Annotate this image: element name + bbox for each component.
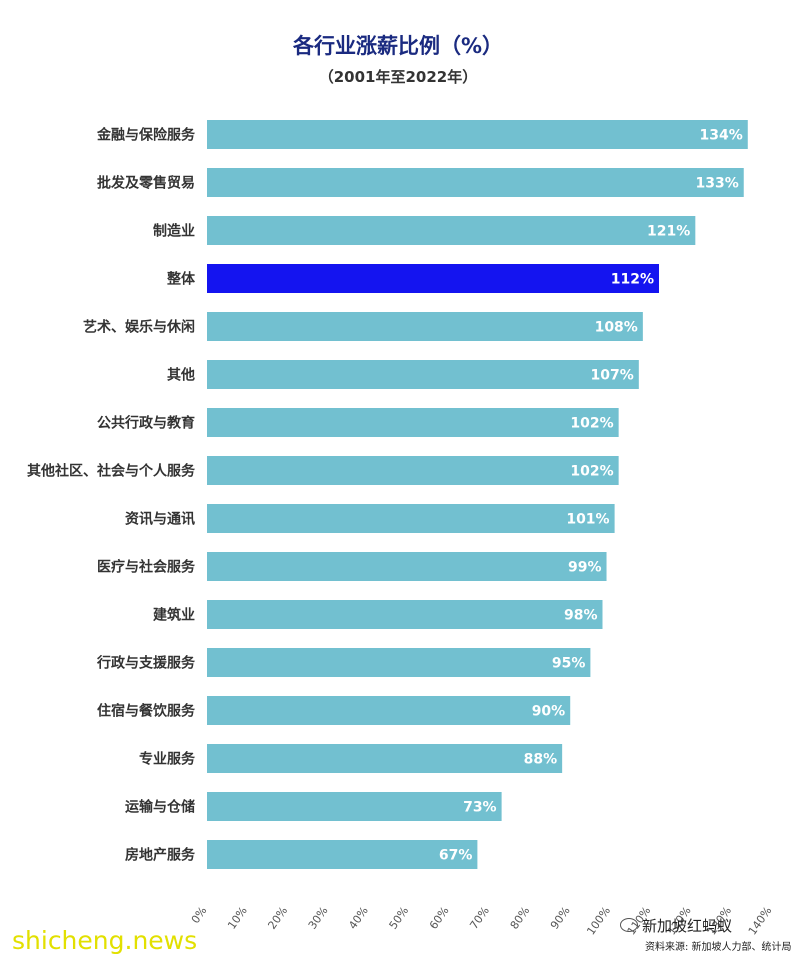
x-tick-label-5: 50%	[387, 904, 412, 931]
category-label-3: 整体	[166, 271, 196, 288]
value-label-4: 108%	[595, 320, 638, 336]
bar-9	[207, 552, 607, 581]
category-label-5: 其他	[167, 367, 195, 384]
category-label-8: 资讯与通讯	[125, 511, 195, 528]
x-tick-label-2: 20%	[265, 904, 290, 931]
bar-8	[207, 504, 615, 533]
bar-0	[207, 120, 748, 149]
x-tick-label-4: 40%	[346, 904, 371, 931]
bar-1	[207, 168, 744, 197]
bar-11	[207, 648, 591, 677]
value-label-3: 112%	[611, 272, 654, 288]
bar-13	[207, 744, 563, 773]
source-note: 资料来源: 新加坡人力部、统计局	[645, 942, 792, 953]
account-name: 新加坡红蚂蚁	[642, 917, 733, 935]
category-label-4: 艺术、娱乐与休闲	[83, 319, 195, 336]
bar-2	[207, 216, 696, 245]
category-label-13: 专业服务	[139, 751, 196, 768]
x-tick-label-1: 10%	[225, 904, 250, 931]
x-tick-label-6: 60%	[427, 904, 452, 931]
category-label-1: 批发及零售贸易	[97, 175, 195, 192]
x-tick-label-8: 80%	[508, 904, 533, 931]
account-watermark: 新加坡红蚂蚁	[620, 915, 732, 936]
value-label-9: 99%	[568, 560, 602, 576]
bar-3	[207, 264, 659, 293]
category-label-12: 住宿与餐饮服务	[97, 703, 196, 720]
value-label-15: 67%	[439, 848, 473, 864]
x-tick-label-9: 90%	[548, 904, 573, 931]
value-label-2: 121%	[647, 224, 690, 240]
bar-10	[207, 600, 603, 629]
value-label-11: 95%	[552, 656, 586, 672]
x-tick-label-3: 30%	[306, 904, 331, 931]
chart-subtitle: （2001年至2022年）	[318, 68, 478, 86]
category-label-11: 行政与支援服务	[96, 655, 196, 672]
category-label-6: 公共行政与教育	[97, 415, 195, 432]
x-tick-label-0: 0%	[189, 904, 210, 926]
value-label-12: 90%	[532, 704, 566, 720]
bar-4	[207, 312, 643, 341]
value-label-7: 102%	[570, 464, 613, 480]
bar-12	[207, 696, 571, 725]
x-tick-label-10: 100%	[584, 904, 613, 937]
value-label-5: 107%	[591, 368, 634, 384]
value-label-0: 134%	[700, 128, 743, 144]
bar-7	[207, 456, 619, 485]
bar-6	[207, 408, 619, 437]
wechat-icon	[620, 918, 638, 932]
value-label-13: 88%	[524, 752, 558, 768]
value-label-1: 133%	[695, 176, 738, 192]
value-label-8: 101%	[566, 512, 609, 528]
category-label-10: 建筑业	[153, 607, 195, 624]
chart-title: 各行业涨薪比例（%）	[292, 34, 504, 58]
bar-5	[207, 360, 639, 389]
category-label-2: 制造业	[153, 223, 195, 240]
x-tick-label-7: 70%	[467, 904, 492, 931]
category-label-15: 房地产服务	[125, 847, 196, 864]
category-label-7: 其他社区、社会与个人服务	[27, 463, 196, 480]
category-label-0: 金融与保险服务	[96, 127, 196, 144]
value-label-14: 73%	[463, 800, 497, 816]
bar-15	[207, 840, 478, 869]
value-label-6: 102%	[570, 416, 613, 432]
site-watermark: shicheng.news	[12, 926, 198, 955]
category-label-14: 运输与仓储	[125, 799, 195, 816]
bar-14	[207, 792, 502, 821]
value-label-10: 98%	[564, 608, 598, 624]
x-tick-label-14: 140%	[746, 904, 775, 937]
category-label-9: 医疗与社会服务	[97, 559, 196, 576]
